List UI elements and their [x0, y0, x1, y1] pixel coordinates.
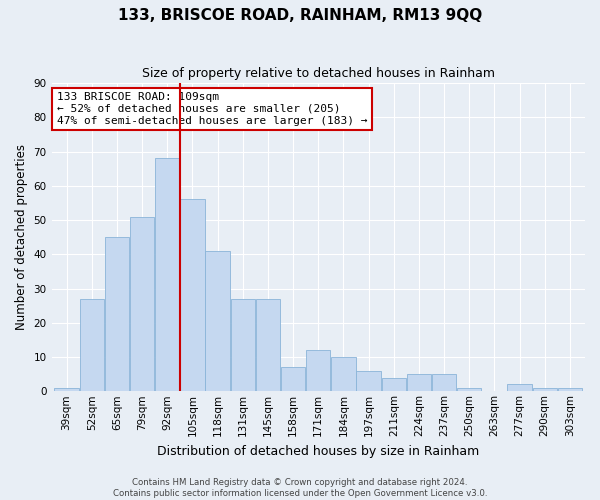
- Bar: [230, 299, 255, 392]
- Bar: [55, 388, 79, 392]
- Bar: [533, 388, 557, 392]
- Bar: [331, 357, 356, 392]
- Y-axis label: Number of detached properties: Number of detached properties: [15, 144, 28, 330]
- Bar: [508, 384, 532, 392]
- Bar: [105, 237, 129, 392]
- Bar: [80, 299, 104, 392]
- Bar: [281, 368, 305, 392]
- Bar: [256, 299, 280, 392]
- Bar: [432, 374, 456, 392]
- Bar: [557, 388, 582, 392]
- Bar: [407, 374, 431, 392]
- Bar: [155, 158, 179, 392]
- Text: 133 BRISCOE ROAD: 109sqm
← 52% of detached houses are smaller (205)
47% of semi-: 133 BRISCOE ROAD: 109sqm ← 52% of detach…: [57, 92, 367, 126]
- Bar: [180, 200, 205, 392]
- Bar: [130, 216, 154, 392]
- Bar: [205, 251, 230, 392]
- Title: Size of property relative to detached houses in Rainham: Size of property relative to detached ho…: [142, 68, 495, 80]
- Bar: [457, 388, 481, 392]
- Bar: [382, 378, 406, 392]
- Bar: [356, 370, 381, 392]
- Bar: [306, 350, 331, 392]
- Text: Contains HM Land Registry data © Crown copyright and database right 2024.
Contai: Contains HM Land Registry data © Crown c…: [113, 478, 487, 498]
- X-axis label: Distribution of detached houses by size in Rainham: Distribution of detached houses by size …: [157, 444, 479, 458]
- Text: 133, BRISCOE ROAD, RAINHAM, RM13 9QQ: 133, BRISCOE ROAD, RAINHAM, RM13 9QQ: [118, 8, 482, 22]
